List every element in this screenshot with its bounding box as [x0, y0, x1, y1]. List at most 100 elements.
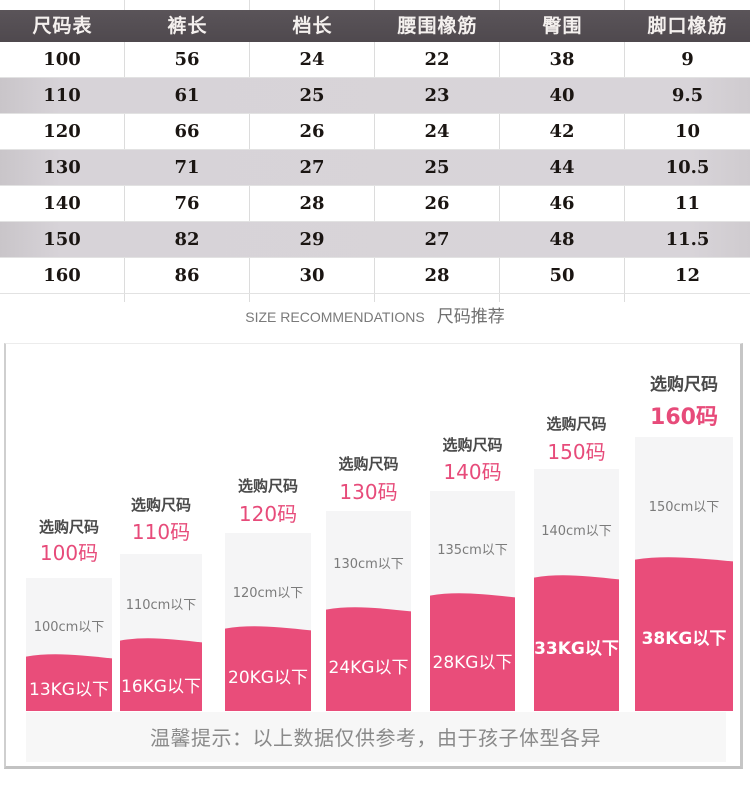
table-body: 100 56 24 22 38 9 110 61 25 23 40 9.5 12… — [0, 42, 750, 302]
height-label: 130cm以下 — [333, 557, 404, 572]
header-pants-length: 裤长 — [167, 15, 208, 37]
size-label: 140码 — [443, 460, 502, 484]
cell-pants-length: 66 — [125, 114, 250, 149]
weight-label: 28KG以下 — [432, 653, 513, 673]
cell-size: 120 — [0, 114, 125, 149]
height-label: 150cm以下 — [648, 500, 720, 515]
weight-label: 13KG以下 — [29, 680, 109, 700]
weight-fill — [326, 607, 411, 711]
weight-fill — [26, 654, 112, 711]
cell-waist-elastic: 22 — [375, 42, 500, 77]
cell-size: 140 — [0, 186, 125, 221]
cell-rise: 27 — [299, 157, 325, 178]
table-top-strip — [0, 0, 750, 10]
cell-size: 110 — [43, 85, 81, 106]
cell-waist-elastic: 25 — [424, 157, 450, 178]
recommendation-bar-130: 选购尺码 130码 130cm以下 24KG以下 — [326, 344, 411, 711]
cell-cuff-elastic: 12 — [674, 265, 701, 286]
cell-rise: 26 — [250, 114, 375, 149]
cell-cuff-elastic: 11.5 — [665, 229, 710, 250]
subtitle-zh: 尺码推荐 — [436, 307, 505, 327]
height-label: 120cm以下 — [232, 586, 304, 601]
table-row: 130 71 27 25 44 10.5 — [0, 150, 750, 186]
recommendation-bar-150: 选购尺码 150码 140cm以下 33KG以下 — [534, 344, 619, 711]
height-label: 140cm以下 — [541, 524, 612, 539]
prompt-label: 选购尺码 — [442, 436, 503, 454]
cell-hip: 48 — [549, 229, 575, 250]
cell-rise: 24 — [250, 42, 375, 77]
weight-label: 38KG以下 — [641, 629, 727, 649]
size-label: 160码 — [650, 405, 718, 430]
cell-size: 160 — [0, 258, 125, 293]
cell-hip: 40 — [549, 85, 575, 106]
table-header-row: 尺码表 裤长 档长 腰围橡筋 臀围 脚口橡筋 — [0, 10, 750, 42]
table-row: 120 66 26 24 42 10 — [0, 114, 750, 150]
size-label: 130码 — [339, 480, 398, 504]
section-subtitle: SIZE RECOMMENDATIONS 尺码推荐 — [0, 305, 750, 330]
footer-band — [26, 712, 726, 762]
prompt-label: 选购尺码 — [338, 455, 399, 473]
cell-pants-length: 82 — [174, 229, 200, 250]
table-row: 100 56 24 22 38 9 — [0, 42, 750, 78]
cell-cuff-elastic: 10 — [674, 121, 701, 142]
weight-fill — [430, 593, 515, 711]
size-recommendation-panel: 选购尺码 100码 100cm以下 13KG以下 选购尺码 110码 110cm… — [4, 343, 743, 769]
tip-text: 温馨提示：以上数据仅供参考，由于孩子体型各异 — [150, 726, 601, 750]
cell-waist-elastic: 23 — [424, 85, 450, 106]
recommendation-bar-140: 选购尺码 140码 135cm以下 28KG以下 — [430, 344, 515, 711]
prompt-label: 选购尺码 — [38, 518, 99, 536]
header-hip: 臀围 — [542, 15, 583, 37]
cell-cuff-elastic: 11 — [674, 193, 701, 214]
height-label: 110cm以下 — [125, 598, 197, 613]
prompt-label: 选购尺码 — [130, 496, 191, 514]
cell-pants-length: 76 — [125, 186, 250, 221]
recommendation-bar-120: 选购尺码 120码 120cm以下 20KG以下 — [225, 344, 311, 711]
table-row: 140 76 28 26 46 11 — [0, 186, 750, 222]
cell-pants-length: 61 — [174, 85, 200, 106]
prompt-label: 选购尺码 — [237, 477, 298, 495]
recommendation-bar-110: 选购尺码 110码 110cm以下 16KG以下 — [120, 344, 202, 711]
cell-pants-length: 56 — [125, 42, 250, 77]
cell-hip: 46 — [500, 186, 625, 221]
cell-hip: 44 — [549, 157, 575, 178]
cell-rise: 28 — [250, 186, 375, 221]
recommendation-bar-100: 选购尺码 100码 100cm以下 13KG以下 — [26, 344, 112, 711]
weight-fill — [635, 557, 733, 711]
weight-fill — [534, 575, 619, 711]
cell-hip: 50 — [500, 258, 625, 293]
cell-cuff-elastic: 9.5 — [671, 85, 704, 106]
cell-cuff-elastic: 10.5 — [665, 157, 710, 178]
table-row: 110 61 25 23 40 9.5 — [0, 78, 750, 114]
table-row: 150 82 29 27 48 11.5 — [0, 222, 750, 258]
cell-rise: 30 — [250, 258, 375, 293]
cell-waist-elastic: 27 — [424, 229, 450, 250]
table-tail — [0, 294, 750, 302]
cell-rise: 25 — [299, 85, 325, 106]
cell-waist-elastic: 24 — [375, 114, 500, 149]
header-rise: 档长 — [292, 15, 333, 37]
cell-rise: 29 — [299, 229, 325, 250]
weight-label: 24KG以下 — [328, 658, 409, 678]
weight-label: 33KG以下 — [534, 639, 619, 659]
cell-waist-elastic: 26 — [375, 186, 500, 221]
cell-hip: 42 — [500, 114, 625, 149]
height-label: 135cm以下 — [437, 543, 508, 558]
size-label: 100码 — [39, 541, 99, 565]
size-label: 150码 — [547, 440, 606, 464]
header-size: 尺码表 — [32, 15, 93, 37]
size-label: 110码 — [131, 520, 191, 544]
prompt-label: 选购尺码 — [650, 375, 718, 395]
cell-size: 150 — [43, 229, 81, 250]
height-label: 100cm以下 — [33, 620, 105, 635]
cell-size: 130 — [43, 157, 81, 178]
cell-hip: 38 — [500, 42, 625, 77]
cell-cuff-elastic: 9 — [681, 49, 694, 70]
subtitle-en: SIZE RECOMMENDATIONS — [245, 309, 425, 325]
prompt-label: 选购尺码 — [546, 415, 607, 433]
cell-pants-length: 71 — [174, 157, 200, 178]
header-waist-elastic: 腰围橡筋 — [397, 15, 478, 37]
header-cuff-elastic: 脚口橡筋 — [647, 15, 728, 37]
cell-size: 100 — [0, 42, 125, 77]
cell-pants-length: 86 — [125, 258, 250, 293]
weight-fill — [120, 638, 202, 711]
